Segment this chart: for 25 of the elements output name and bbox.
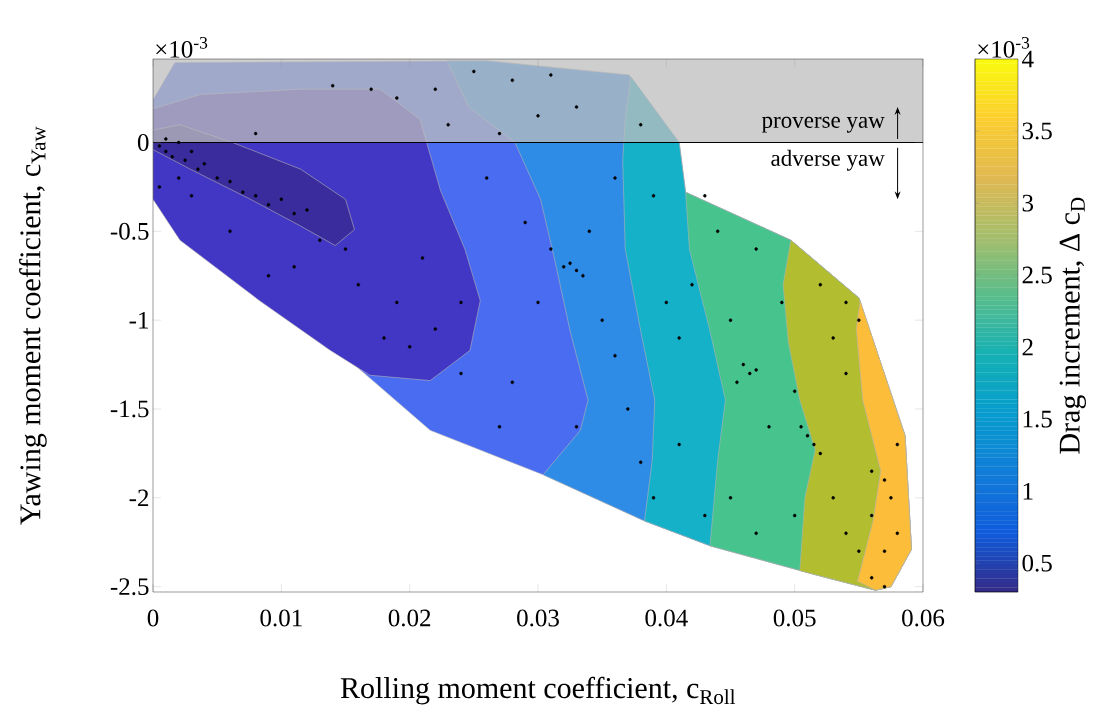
color-bar-label: 2: [1022, 338, 1033, 356]
y-tick-label: 0: [137, 134, 149, 151]
text: ×10$^{-3}$: [156, 36, 208, 58]
color-bar-label: 0.5: [1022, 554, 1052, 572]
color-bar-label: 1: [1023, 482, 1033, 500]
x-tick-label: 0.06: [902, 609, 945, 627]
x-tick-label: 0.03: [517, 609, 559, 627]
y-tick-label: -1.5: [110, 400, 149, 418]
color-bar-label: 2.5: [1022, 266, 1052, 284]
y-tick-label: -2: [129, 489, 149, 507]
x-tick-label: 0.05: [773, 609, 816, 627]
x-tick-label: 0.04: [645, 609, 688, 627]
band-label: proverse yaw: [761, 116, 885, 133]
color-bar-label: 3.5: [1022, 122, 1052, 140]
x-tick-label: 0.01: [260, 609, 302, 627]
x-axis-title: Rolling moment coefficient, c$_{Roll}$: [340, 676, 736, 705]
color-bar-label: 1.5: [1023, 410, 1052, 428]
x-tick-label: 0.02: [388, 609, 431, 627]
y-tick-label: -0.5: [110, 222, 149, 240]
annotation: adverse yaw: [771, 149, 885, 171]
y-tick-label: -2.5: [110, 578, 149, 596]
y-axis-title: Yawing moment coefficient, c$_{Yaw}$: [19, 126, 47, 525]
color-bar-title: Drag increment, Δ c$_{D}$: [1059, 197, 1086, 454]
color-bar-label: 3: [1022, 194, 1034, 212]
y-tick-label: -1: [129, 311, 148, 329]
